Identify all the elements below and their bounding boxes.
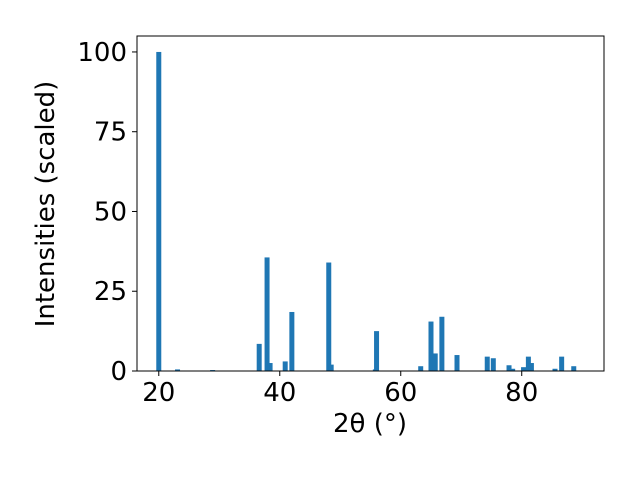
- bar: [326, 262, 332, 371]
- y-tick-label: 25: [94, 277, 127, 307]
- bar: [528, 363, 534, 371]
- y-axis-label: Intensities (scaled): [31, 81, 61, 328]
- bar: [510, 368, 516, 371]
- bar: [490, 358, 496, 371]
- bar: [506, 365, 512, 371]
- bar: [484, 356, 490, 371]
- y-tick-label: 50: [94, 197, 127, 227]
- bar: [156, 51, 162, 371]
- bar: [374, 331, 380, 371]
- bar: [525, 356, 531, 371]
- bar: [264, 257, 270, 371]
- bar: [559, 356, 565, 371]
- y-tick-label: 75: [94, 118, 127, 148]
- bar: [432, 353, 438, 371]
- bar: [267, 363, 273, 371]
- plot-frame: [136, 35, 605, 372]
- x-tick-label: 20: [142, 378, 175, 408]
- bar: [428, 321, 434, 371]
- bar: [328, 364, 334, 371]
- bar: [454, 355, 460, 371]
- x-axis-label: 2θ (°): [333, 409, 407, 439]
- x-tick-label: 60: [384, 378, 417, 408]
- bar: [521, 367, 527, 371]
- bar: [552, 368, 558, 371]
- bar: [256, 343, 262, 371]
- bar: [175, 369, 181, 371]
- y-tick-label: 0: [110, 357, 127, 387]
- bar: [282, 361, 288, 371]
- x-tick-label: 40: [263, 378, 296, 408]
- bar: [289, 311, 295, 371]
- bar: [439, 316, 445, 371]
- y-tick-label: 100: [77, 38, 127, 68]
- bar: [571, 366, 577, 371]
- x-tick-label: 80: [505, 378, 538, 408]
- bar: [418, 366, 424, 371]
